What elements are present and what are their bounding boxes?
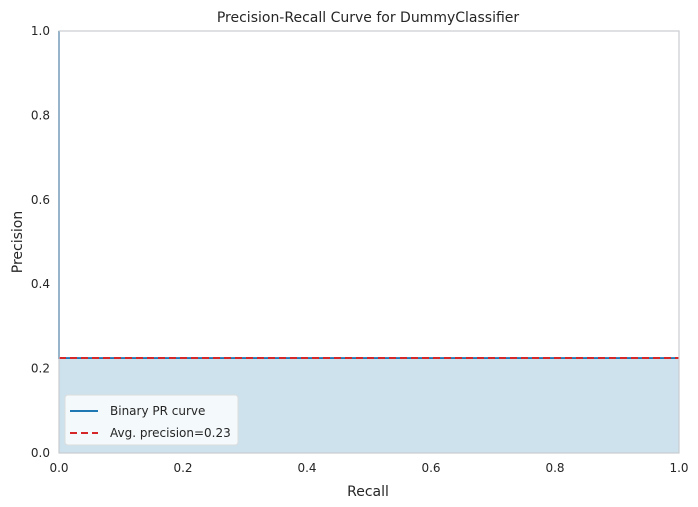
y-tick-label: 0.0 xyxy=(31,446,50,460)
x-tick-label: 0.2 xyxy=(173,461,192,475)
y-tick-label: 0.4 xyxy=(31,277,50,291)
x-tick-label: 0.8 xyxy=(545,461,564,475)
x-axis-ticks: 0.0 0.2 0.4 0.6 0.8 1.0 xyxy=(49,461,688,475)
y-tick-label: 0.8 xyxy=(31,108,50,122)
y-axis-ticks: 0.0 0.2 0.4 0.6 0.8 1.0 xyxy=(31,24,50,460)
x-tick-label: 1.0 xyxy=(669,461,688,475)
x-axis-label: Recall xyxy=(347,484,389,500)
legend-label: Avg. precision=0.23 xyxy=(110,426,231,440)
x-tick-label: 0.0 xyxy=(49,461,68,475)
y-tick-label: 1.0 xyxy=(31,24,50,38)
x-tick-label: 0.6 xyxy=(421,461,440,475)
legend: Binary PR curve Avg. precision=0.23 xyxy=(64,394,239,446)
x-tick-label: 0.4 xyxy=(297,461,316,475)
plot-frame xyxy=(58,30,680,454)
legend-box xyxy=(64,394,239,446)
chart-title: Precision-Recall Curve for DummyClassifi… xyxy=(217,10,520,26)
y-axis-label: Precision xyxy=(10,211,26,273)
y-tick-label: 0.2 xyxy=(31,362,50,376)
legend-label: Binary PR curve xyxy=(110,404,205,418)
y-tick-label: 0.6 xyxy=(31,193,50,207)
